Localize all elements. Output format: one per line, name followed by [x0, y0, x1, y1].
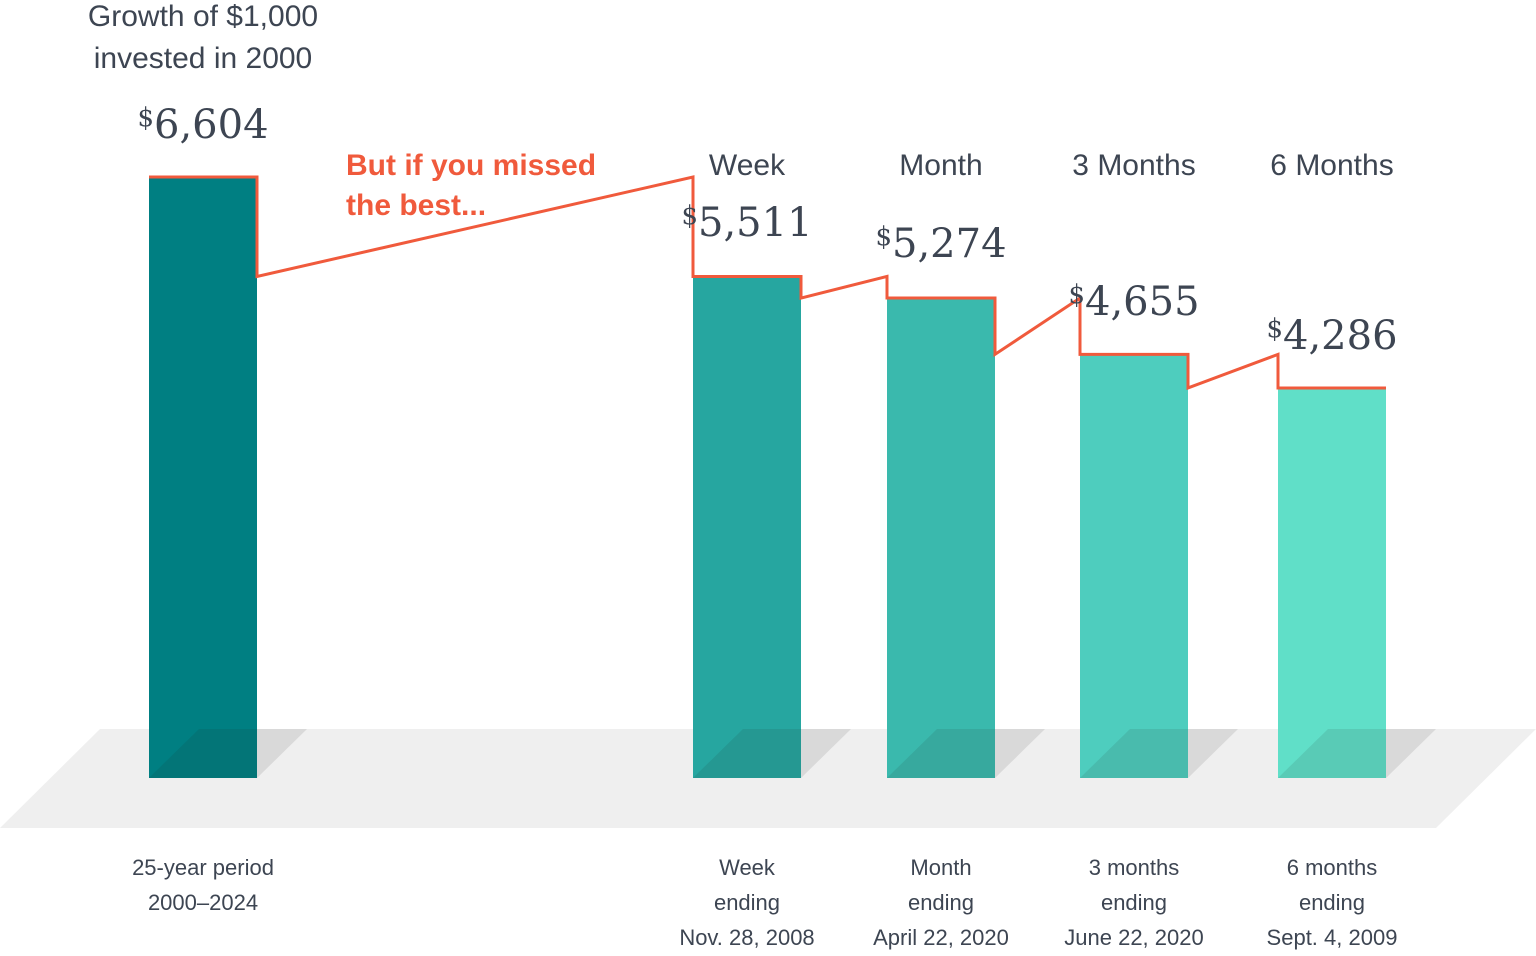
value-label-three-months: $4,655 — [1068, 279, 1199, 325]
value-label-six-months: $4,286 — [1266, 313, 1397, 359]
category-header-month: Month — [899, 149, 982, 182]
value-number: 5,511 — [698, 200, 813, 246]
currency-symbol: $ — [1068, 280, 1085, 310]
value-label-month: $5,274 — [875, 221, 1006, 267]
footer-label-week: ending — [714, 890, 780, 915]
footer-label-week: Week — [719, 855, 776, 880]
value-label-week: $5,511 — [681, 200, 812, 246]
chart-title-line: Growth of $1,000 — [88, 0, 318, 33]
footer-label-month: Month — [910, 855, 971, 880]
footer-label-baseline: 2000–2024 — [148, 890, 258, 915]
footer-label-month: ending — [908, 890, 974, 915]
step-line-layer — [149, 175, 1386, 391]
category-header-three-months: 3 Months — [1072, 149, 1195, 182]
bar-baseline — [149, 177, 257, 778]
bar-month — [887, 298, 995, 778]
category-header-six-months: 6 Months — [1270, 149, 1393, 182]
floor-shadow-month — [887, 729, 1045, 778]
footer-label-three-months: June 22, 2020 — [1064, 925, 1203, 950]
value-number: 4,655 — [1085, 279, 1200, 325]
currency-symbol: $ — [137, 103, 154, 133]
bar-six-months — [1278, 387, 1386, 778]
bar-three-months — [1080, 354, 1188, 778]
floor-shadow-baseline — [149, 729, 307, 778]
floor-shadow-three-months — [1080, 729, 1238, 778]
bars-layer — [149, 177, 1386, 778]
footer-label-baseline: 25-year period — [132, 855, 274, 880]
footer-label-six-months: Sept. 4, 2009 — [1267, 925, 1398, 950]
step-line — [149, 175, 1386, 391]
currency-symbol: $ — [1266, 314, 1283, 344]
value-number: 5,274 — [892, 221, 1007, 267]
text-layer: Growth of $1,000 invested in 2000 But if y… — [88, 0, 1398, 950]
footer-label-three-months: 3 months — [1089, 855, 1180, 880]
footer-label-six-months: ending — [1299, 890, 1365, 915]
category-header-week: Week — [709, 149, 786, 182]
floor-shadow-week — [693, 729, 851, 778]
value-number: 6,604 — [154, 102, 269, 148]
footer-label-three-months: ending — [1101, 890, 1167, 915]
floor-shadow-six-months — [1278, 729, 1436, 778]
currency-symbol: $ — [875, 222, 892, 252]
footer-label-six-months: 6 months — [1287, 855, 1378, 880]
annotation-line: But if you missed — [346, 149, 596, 182]
value-label-baseline: $6,604 — [137, 102, 268, 148]
annotation-line: the best... — [346, 189, 486, 222]
footer-label-month: April 22, 2020 — [873, 925, 1009, 950]
bar-week — [693, 276, 801, 778]
chart-title-line: invested in 2000 — [94, 42, 313, 75]
value-number: 4,286 — [1283, 313, 1398, 359]
footer-label-week: Nov. 28, 2008 — [679, 925, 814, 950]
currency-symbol: $ — [681, 201, 698, 231]
shadow-layer — [149, 729, 1436, 778]
